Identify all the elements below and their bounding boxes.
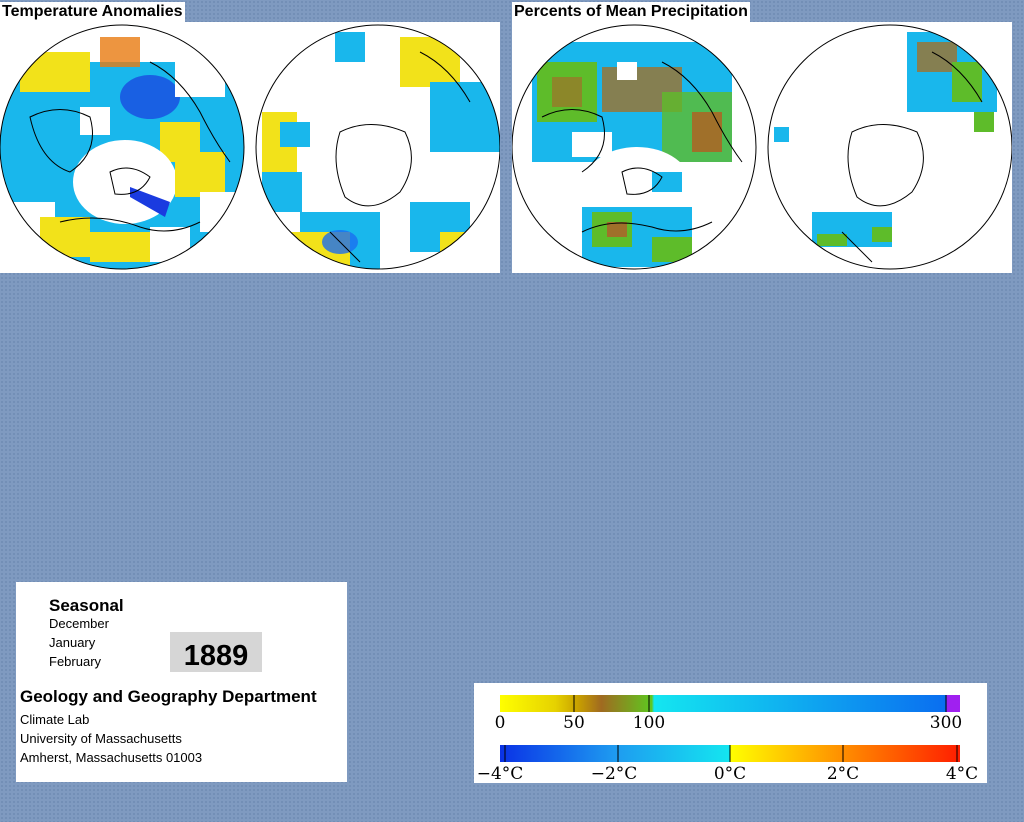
precipitation-panel (512, 22, 1012, 273)
address-line: University of Massachusetts (20, 731, 182, 746)
color-legend: 0 50 100 300 −4°C −2°C 0°C 2°C 4°C (474, 683, 987, 783)
season-title: Seasonal (49, 596, 124, 615)
temperature-color-bar: −4°C −2°C 0°C 2°C 4°C (477, 745, 978, 783)
month-label: January (49, 635, 96, 650)
address-line: Climate Lab (20, 712, 90, 727)
temp-tick-label: 2°C (827, 764, 859, 783)
temp-tick-label: 4°C (946, 764, 978, 783)
temperature-northern-hemisphere-globe (0, 24, 245, 270)
temperature-southern-hemisphere-globe (255, 24, 500, 270)
month-label: December (49, 616, 109, 631)
department-title: Geology and Geography Department (20, 687, 317, 706)
precipitation-panel-title: Percents of Mean Precipitation (512, 2, 750, 22)
precipitation-northern-hemisphere-globe (512, 24, 757, 270)
precip-tick-label: 100 (633, 713, 665, 733)
precipitation-southern-hemisphere-globe (767, 24, 1012, 270)
address-line: Amherst, Massachusetts 01003 (20, 750, 203, 765)
month-label: February (49, 654, 102, 669)
precip-tick-label: 0 (495, 713, 506, 733)
info-box: Seasonal December January February 1889 … (16, 582, 347, 782)
temperature-panel-title: Temperature Anomalies (0, 2, 185, 22)
year-badge: 1889 (170, 632, 262, 672)
temp-tick-label: −2°C (591, 764, 638, 783)
temp-tick-label: −4°C (477, 764, 524, 783)
temp-tick-label: 0°C (714, 764, 746, 783)
precip-tick-label: 300 (930, 713, 962, 733)
precip-tick-label: 50 (563, 713, 585, 733)
temperature-anomaly-panel (0, 22, 500, 273)
precipitation-color-bar: 0 50 100 300 (495, 695, 962, 733)
